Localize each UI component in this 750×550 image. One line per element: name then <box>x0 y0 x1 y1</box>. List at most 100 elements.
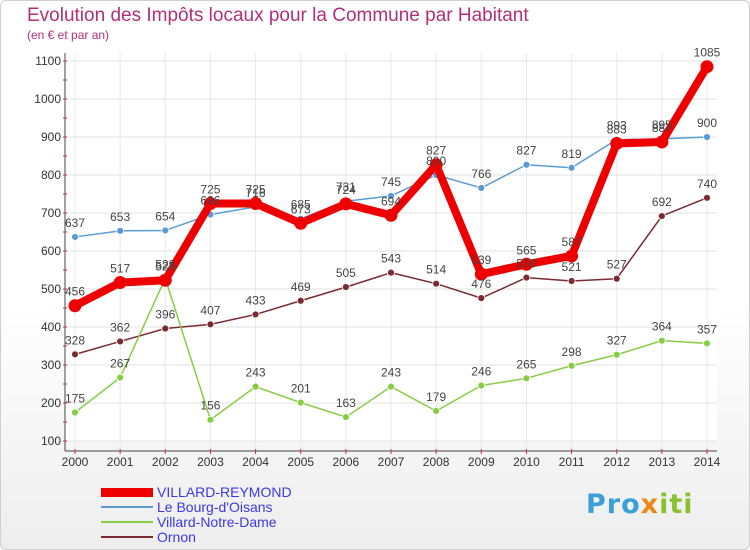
data-label: 653 <box>110 210 130 224</box>
y-tick-label: 500 <box>41 282 61 296</box>
data-point <box>703 193 711 202</box>
data-point <box>249 197 263 210</box>
data-point <box>116 373 125 382</box>
data-point <box>206 320 215 329</box>
data-point <box>703 133 711 141</box>
data-point <box>341 413 350 421</box>
data-point <box>567 277 576 285</box>
data-label: 565 <box>516 243 536 257</box>
data-label: 505 <box>336 266 356 280</box>
data-label: 587 <box>562 235 582 249</box>
data-point <box>341 283 350 292</box>
x-tick-label: 2002 <box>152 455 179 469</box>
data-label: 692 <box>652 195 672 209</box>
legend-label: Villard-Notre-Dame <box>157 514 277 530</box>
data-point <box>206 415 215 424</box>
data-label: 357 <box>697 322 717 336</box>
data-point <box>113 276 127 290</box>
data-point <box>68 299 82 313</box>
x-tick-label: 2008 <box>423 455 450 469</box>
legend-swatch <box>101 521 153 523</box>
data-label: 827 <box>516 144 536 158</box>
data-label: 530 <box>516 257 536 271</box>
legend-item: Le Bourg-d'Oisans <box>101 499 401 515</box>
brand-logo-part: Pro <box>586 489 641 520</box>
legend-swatch <box>101 506 153 508</box>
data-label: 740 <box>697 177 717 191</box>
data-point <box>522 273 531 282</box>
data-label: 327 <box>607 334 627 348</box>
data-point <box>522 374 531 383</box>
data-point <box>432 407 441 415</box>
y-tick-label: 1000 <box>34 92 61 106</box>
x-tick-label: 2014 <box>694 455 721 469</box>
data-point <box>116 337 125 346</box>
x-tick-label: 2006 <box>333 455 360 469</box>
data-point <box>567 361 576 370</box>
data-point <box>477 381 486 390</box>
data-point <box>477 294 486 303</box>
y-tick-label: 700 <box>41 206 61 220</box>
brand-logo-part: iti <box>659 489 694 520</box>
data-label: 396 <box>155 308 175 322</box>
data-point <box>610 136 624 150</box>
data-label: 637 <box>65 216 85 230</box>
x-tick-label: 2000 <box>62 455 89 469</box>
axes: 100 200 300 400 500 600 700 800 900 1000 1100 2000 2… <box>34 53 721 469</box>
data-point <box>657 336 666 345</box>
data-label: 201 <box>291 382 311 396</box>
data-label: 685 <box>291 198 311 212</box>
chart-title: Evolution des Impôts locaux pour la Comm… <box>27 5 529 26</box>
data-label: 362 <box>110 320 130 334</box>
y-tick-label: 400 <box>41 320 61 334</box>
x-tick-label: 2011 <box>559 455 585 469</box>
data-label: 156 <box>200 399 220 413</box>
legend-item: VILLARD-REYMOND <box>101 484 401 500</box>
x-tick-label: 2007 <box>378 455 405 469</box>
data-point <box>251 310 260 319</box>
data-label: 243 <box>381 366 401 380</box>
data-label: 731 <box>336 180 356 194</box>
data-point <box>296 398 305 407</box>
data-label: 523 <box>155 259 175 273</box>
data-label: 364 <box>652 320 672 334</box>
data-label: 298 <box>562 345 582 359</box>
data-point <box>384 208 398 222</box>
x-tick-label: 2005 <box>287 455 314 469</box>
data-label: 267 <box>110 357 130 371</box>
data-label: 895 <box>652 118 672 132</box>
data-point <box>161 226 170 235</box>
legend-swatch <box>101 536 153 538</box>
data-label: 883 <box>607 122 627 136</box>
data-point <box>657 212 666 220</box>
data-point <box>71 350 79 359</box>
y-tick-label: 900 <box>41 130 61 144</box>
y-tick-label: 300 <box>41 358 61 372</box>
data-point <box>655 135 669 149</box>
data-label: 179 <box>426 390 446 404</box>
data-point <box>612 350 621 359</box>
legend: VILLARD-REYMOND Le Bourg-d'Oisans Villard-… <box>101 484 401 545</box>
data-label: 456 <box>65 285 85 299</box>
grid <box>65 53 717 451</box>
y-tick-label: 200 <box>41 396 61 410</box>
data-point <box>522 160 531 169</box>
x-tick-label: 2013 <box>649 455 676 469</box>
data-point <box>700 60 714 74</box>
data-point <box>477 184 486 192</box>
data-label: 543 <box>381 252 401 266</box>
data-label: 716 <box>246 186 266 200</box>
data-point <box>387 382 395 391</box>
data-label: 243 <box>246 366 266 380</box>
data-label: 433 <box>246 293 266 307</box>
legend-label: VILLARD-REYMOND <box>157 484 292 500</box>
y-tick-label: 600 <box>41 244 61 258</box>
data-label: 528 <box>155 257 175 271</box>
y-tick-label: 800 <box>41 168 61 182</box>
data-label: 265 <box>516 357 536 371</box>
data-point <box>519 257 533 271</box>
chart-subtitle: (en € et par an) <box>27 28 110 42</box>
data-label: 725 <box>246 183 266 197</box>
data-label: 696 <box>200 194 220 208</box>
